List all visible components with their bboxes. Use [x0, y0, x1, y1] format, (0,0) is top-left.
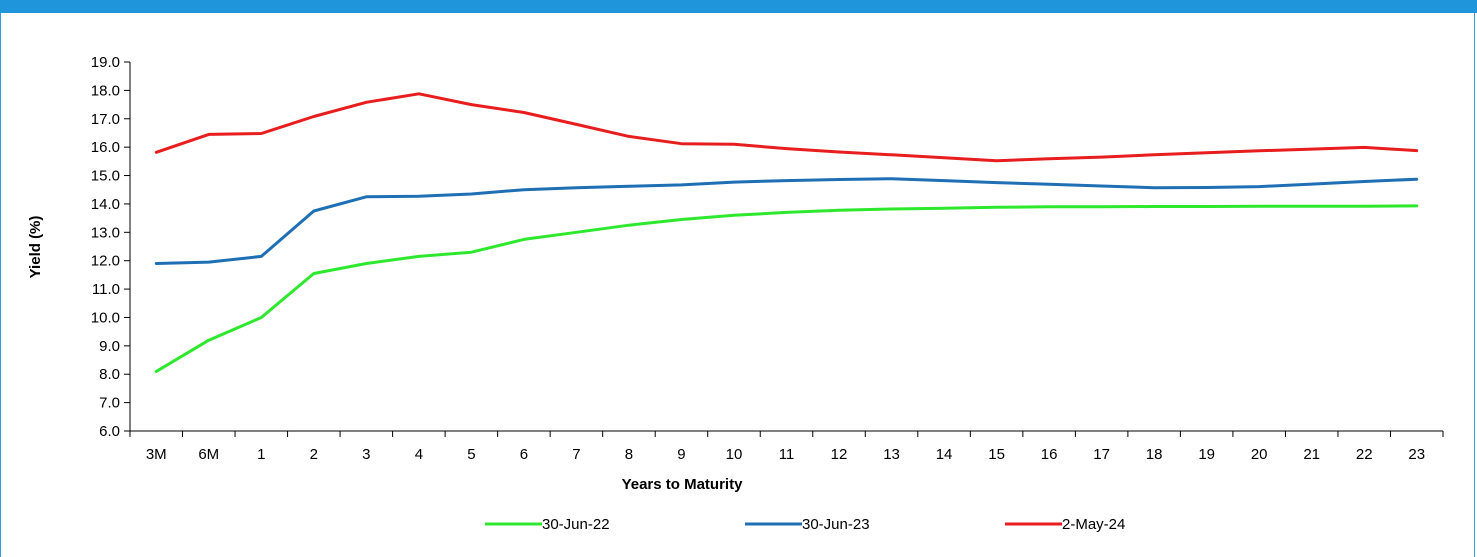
- y-axis-title: Yield (%): [27, 216, 44, 279]
- y-tick-label: 7.0: [99, 395, 120, 412]
- x-tick-label: 16: [1041, 446, 1058, 463]
- y-tick-label: 8.0: [99, 366, 120, 383]
- series-layer: [154, 92, 1419, 373]
- x-tick-label: 1: [257, 446, 265, 463]
- x-tick-label: 14: [936, 446, 953, 463]
- x-tick-label: 2: [310, 446, 318, 463]
- x-tick-label: 12: [831, 446, 848, 463]
- x-tick-label: 21: [1303, 446, 1320, 463]
- y-tick-label: 18.0: [91, 82, 120, 99]
- series-line-1: [154, 204, 1419, 373]
- y-tick-label: 19.0: [91, 54, 120, 71]
- x-tick-label: 7: [572, 446, 580, 463]
- x-axis-title: Years to Maturity: [622, 476, 744, 493]
- x-tick-label: 11: [779, 446, 795, 463]
- top-accent-bar: [0, 0, 1477, 13]
- x-tick-label: 8: [625, 446, 633, 463]
- x-tick-label: 18: [1146, 446, 1163, 463]
- y-tick-label: 6.0: [99, 423, 120, 440]
- legend: 30-Jun-22 30-Jun-23 2-May-24: [485, 516, 1125, 533]
- x-tick-label: 3: [362, 446, 370, 463]
- series-line-2: [154, 177, 1419, 265]
- x-axis: 3M 6M 1 2 3 4 5 6 7 8 9 10 11 12 13 14 15 16 17 18 19 20 21 22 2…: [129, 430, 1444, 463]
- x-tick-label: 17: [1093, 446, 1110, 463]
- x-tick-label: 4: [415, 446, 423, 463]
- x-tick-label: 22: [1356, 446, 1373, 463]
- y-tick-label: 10.0: [91, 309, 120, 326]
- x-tick-label: 5: [467, 446, 475, 463]
- x-tick-label: 10: [726, 446, 743, 463]
- x-tick-label: 15: [988, 446, 1005, 463]
- y-axis: 6.0 7.0 8.0 9.0 10.0 11.0 12.0 13.0 14.0 15.0 16.0…: [91, 54, 131, 440]
- x-tick-label: 3M: [146, 446, 167, 463]
- x-tick-label: 19: [1198, 446, 1215, 463]
- y-tick-label: 11.0: [92, 281, 120, 298]
- x-tick-label: 9: [677, 446, 685, 463]
- y-tick-label: 14.0: [91, 196, 120, 213]
- y-tick-label: 15.0: [91, 168, 120, 185]
- y-tick-label: 9.0: [99, 338, 120, 355]
- legend-label-1: 30-Jun-22: [542, 516, 610, 533]
- series-line-3: [154, 92, 1419, 163]
- y-tick-label: 13.0: [91, 224, 120, 241]
- chart-frame: [0, 13, 1475, 557]
- x-tick-label: 6M: [198, 446, 219, 463]
- x-tick-label: 6: [520, 446, 528, 463]
- legend-label-3: 2-May-24: [1062, 516, 1125, 533]
- y-tick-label: 16.0: [91, 139, 120, 156]
- x-tick-label: 13: [883, 446, 900, 463]
- x-tick-label: 23: [1408, 446, 1425, 463]
- y-tick-label: 17.0: [91, 111, 120, 128]
- legend-label-2: 30-Jun-23: [802, 516, 870, 533]
- y-tick-label: 12.0: [91, 253, 120, 270]
- x-tick-label: 20: [1251, 446, 1268, 463]
